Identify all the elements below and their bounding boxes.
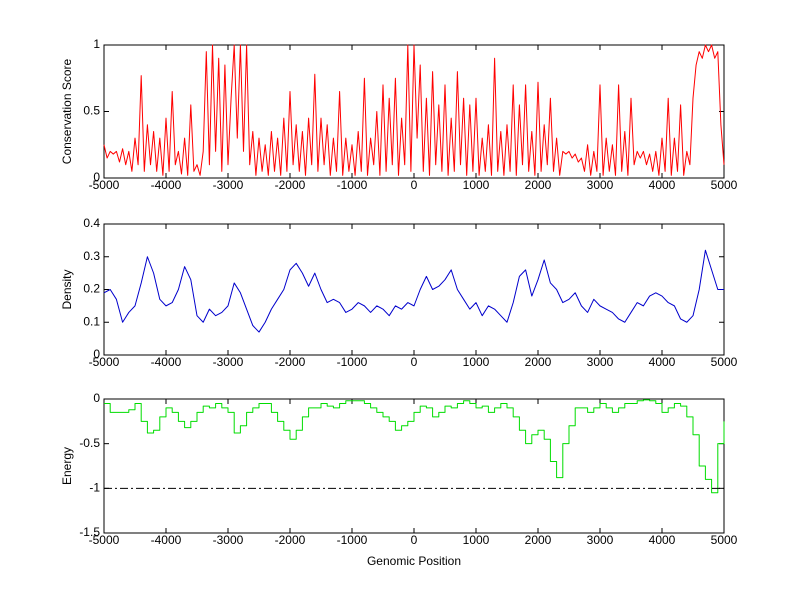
y-tick-label: -0.5 xyxy=(79,436,100,450)
data-line xyxy=(104,399,725,494)
x-tick-label: 3000 xyxy=(587,533,614,547)
x-tick-label: -3000 xyxy=(213,178,244,192)
x-tick-label: 4000 xyxy=(649,178,676,192)
x-tick-label: -2000 xyxy=(275,178,306,192)
y-tick-label: 0.1 xyxy=(83,314,100,328)
x-tick-label: -1000 xyxy=(337,355,368,369)
y-tick-label: 0 xyxy=(93,170,100,184)
x-tick-label: 2000 xyxy=(525,355,552,369)
x-tick-label: 1000 xyxy=(463,178,490,192)
x-tick-label: 2000 xyxy=(525,178,552,192)
panel: -5000 -4000 -3000 -2000 -1000 0 1000 2000 3000 40… xyxy=(60,391,737,568)
x-tick-label: 1000 xyxy=(463,533,490,547)
data-line xyxy=(103,44,725,176)
x-tick-label: -4000 xyxy=(151,178,182,192)
x-tick-label: -5000 xyxy=(89,178,120,192)
x-tick-label: 5000 xyxy=(711,355,738,369)
x-tick-label: -1000 xyxy=(337,178,368,192)
y-axis-label: Density xyxy=(60,269,74,309)
x-tick-label: -3000 xyxy=(213,533,244,547)
x-tick-label: -1000 xyxy=(337,533,368,547)
y-tick-label: 0 xyxy=(93,347,100,361)
panel: -5000 -4000 -3000 -2000 -1000 0 1000 2000 3000 40… xyxy=(60,37,737,192)
x-tick-label: 2000 xyxy=(525,533,552,547)
x-tick-label: -2000 xyxy=(275,533,306,547)
y-axis-label: Energy xyxy=(60,447,74,485)
x-tick-label: 3000 xyxy=(587,355,614,369)
x-tick-label: 4000 xyxy=(649,355,676,369)
y-axis-label: Conservation Score xyxy=(60,58,74,164)
x-tick-label: -2000 xyxy=(275,355,306,369)
x-tick-label: -3000 xyxy=(213,355,244,369)
y-tick-label: 0.4 xyxy=(83,216,100,230)
panel: -5000 -4000 -3000 -2000 -1000 0 1000 2000 3000 40… xyxy=(60,216,737,369)
plot-area xyxy=(103,223,725,356)
data-line xyxy=(103,249,724,333)
y-tick-label: 0 xyxy=(93,391,100,405)
x-tick-label: 0 xyxy=(411,533,418,547)
x-tick-label: 5000 xyxy=(711,178,738,192)
y-tick-label: 0.2 xyxy=(83,282,100,296)
x-tick-label: 0 xyxy=(411,355,418,369)
x-tick-label: -4000 xyxy=(151,533,182,547)
y-tick-label: 1 xyxy=(93,37,100,51)
x-tick-label: 4000 xyxy=(649,533,676,547)
x-tick-label: -5000 xyxy=(89,533,120,547)
y-tick-label: 0.3 xyxy=(83,249,100,263)
y-tick-label: 0.5 xyxy=(83,104,100,118)
y-tick-label: -1 xyxy=(89,481,100,495)
x-tick-label: -5000 xyxy=(89,355,120,369)
x-tick-label: 3000 xyxy=(587,178,614,192)
x-tick-label: 0 xyxy=(411,178,418,192)
x-tick-label: 5000 xyxy=(711,533,738,547)
x-axis-label: Genomic Position xyxy=(367,554,461,568)
x-tick-label: -4000 xyxy=(151,355,182,369)
y-tick-label: -1.5 xyxy=(79,525,100,539)
x-tick-label: 1000 xyxy=(463,355,490,369)
